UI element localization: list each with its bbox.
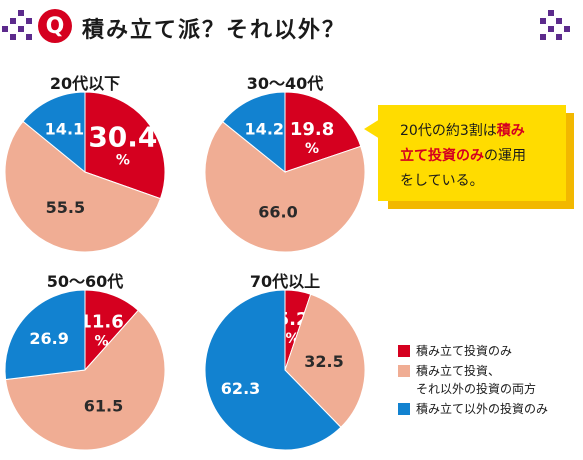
chart-title-70s: 70代以上	[249, 272, 321, 291]
pie-chart-1: 19.8% 66.0 14.2	[204, 91, 366, 253]
callout-text: をしている。	[400, 173, 484, 189]
legend-label: 積み立て投資のみ	[416, 344, 513, 358]
left-checker-decoration	[2, 10, 32, 40]
callout-highlight: 積み	[496, 123, 525, 139]
pie-slice-only-other	[222, 91, 286, 174]
right-checker-decoration	[540, 10, 570, 40]
data-label-both: 32.5	[304, 352, 343, 371]
chart-title-50-60s: 50～60代	[46, 272, 124, 291]
data-label-both: 55.5	[46, 198, 85, 217]
callout-pointer	[364, 119, 380, 139]
legend-item: 積み立て投資、 それ以外の投資の両方	[398, 362, 548, 398]
legend-label: 積み立て投資、	[416, 364, 501, 378]
pie-chart-3: 5.2%32.562.3	[204, 289, 366, 451]
data-label-only-other: 62.3	[221, 379, 260, 398]
data-label-both: 66.0	[258, 202, 297, 221]
pie-chart-2: 11.6% 61.5 26.9	[4, 289, 166, 451]
pie-slice-both	[284, 293, 366, 428]
data-label-unit: %	[95, 334, 109, 350]
callout-text: 20代の約3割は	[400, 123, 497, 139]
legend-item: 積み立て投資のみ	[398, 342, 548, 360]
data-label-unit: %	[116, 153, 130, 169]
legend-swatch-blue	[398, 403, 410, 415]
data-label-only-tsumitate: 19.8	[290, 119, 334, 140]
legend: 積み立て投資のみ 積み立て投資、 それ以外の投資の両方 積み立て以外の投資のみ	[398, 342, 548, 420]
header: Q 積み立て派？それ以外？	[0, 0, 583, 52]
data-label-unit: %	[305, 141, 319, 157]
legend-label: 積み立て以外の投資のみ	[416, 402, 549, 416]
callout-box: 20代の約3割は積み 立て投資のみの運用 をしている。	[378, 105, 566, 201]
pie-slice-only-tsumitate	[84, 91, 166, 200]
data-label-only-other: 14.1	[45, 120, 84, 139]
data-label-only-other: 26.9	[29, 329, 68, 348]
data-label-both: 61.5	[84, 396, 123, 415]
legend-label-line2: それ以外の投資の両方	[416, 382, 537, 396]
pie-chart-0: 30.4% 55.5 14.1	[4, 91, 166, 253]
data-label-only-tsumitate: 11.6	[79, 312, 123, 333]
callout-highlight: 立て投資のみ	[400, 148, 484, 164]
pie-slice-only-other	[204, 289, 342, 451]
pie-slice-both	[5, 309, 166, 451]
legend-swatch-salmon	[398, 365, 410, 377]
question-badge: Q	[38, 9, 72, 43]
callout: 20代の約3割は積み 立て投資のみの運用 をしている。	[364, 105, 578, 210]
pie-slice-only-other	[22, 91, 86, 174]
callout-text: の運用	[484, 148, 526, 164]
chart-title-30-40s: 30～40代	[246, 74, 324, 93]
data-label-only-tsumitate: 30.4	[88, 121, 157, 154]
pie-slice-both	[4, 120, 162, 253]
chart-title-20s: 20代以下	[49, 74, 121, 93]
legend-item: 積み立て以外の投資のみ	[398, 400, 548, 418]
legend-swatch-red	[398, 345, 410, 357]
pie-slice-only-tsumitate	[284, 91, 362, 173]
pie-slice-only-other	[4, 289, 86, 381]
data-label-only-other: 14.2	[245, 120, 284, 139]
pie-slice-both	[204, 121, 366, 253]
page-title: 積み立て派？それ以外？	[82, 18, 347, 43]
